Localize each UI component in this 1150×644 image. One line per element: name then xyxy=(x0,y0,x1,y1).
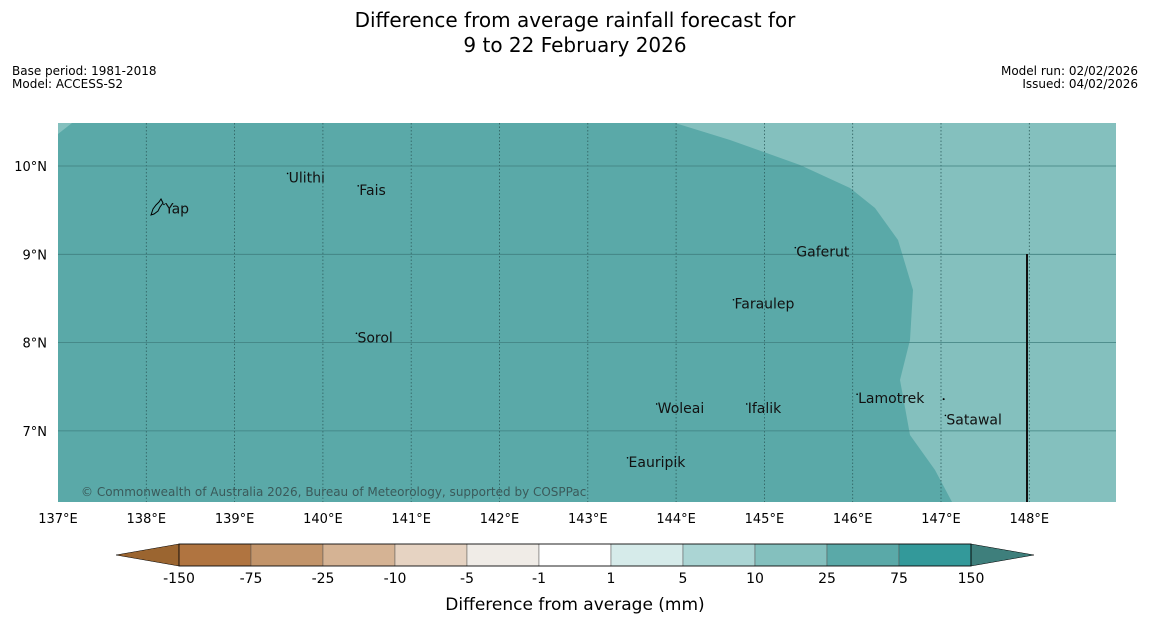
meta-right: Model run: 02/02/2026 Issued: 04/02/2026 xyxy=(1001,65,1138,91)
place-ifalik: Ifalik xyxy=(745,401,782,417)
map-title: Difference from average rainfall forecas… xyxy=(0,8,1150,58)
colorbar-label: -10 xyxy=(384,571,407,587)
rainfall-region-corner xyxy=(58,123,72,134)
colorbar-label: -5 xyxy=(460,571,474,587)
place-label: Satawal xyxy=(946,412,1001,428)
place-label: Eauripik xyxy=(629,455,687,471)
place-label: Ulithi xyxy=(289,170,325,186)
place-label: Faraulep xyxy=(734,297,794,313)
place-marker xyxy=(626,457,629,459)
colorbar-labels: -150 -75 -25 -10 -5 -1 1 5 10 25 75 150 xyxy=(163,571,984,587)
place-marker xyxy=(357,185,360,187)
colorbar-box xyxy=(898,543,972,567)
colorbar-label: 1 xyxy=(607,571,616,587)
model-run: Model run: 02/02/2026 xyxy=(1000,64,1138,78)
latitude-tick-labels: 10°N 9°N 8°N 7°N xyxy=(14,160,47,440)
colorbar-box xyxy=(754,543,828,567)
lat-tick-label: 10°N xyxy=(14,160,47,175)
colorbar-label: 150 xyxy=(958,571,985,587)
place-marker xyxy=(856,393,858,396)
place-yap: Yap xyxy=(163,201,189,217)
lon-tick-label: 146°E xyxy=(833,512,873,527)
place-marker xyxy=(286,172,289,175)
place-labels: Yap Ulithi Fais Gaferut Faraulep Sorol Lamotre… xyxy=(163,170,1002,471)
colorbar-box xyxy=(826,543,900,567)
colorbar-label: -150 xyxy=(163,571,195,587)
place-label: Gaferut xyxy=(796,245,850,261)
place-marker xyxy=(745,403,748,405)
lon-tick-label: 142°E xyxy=(480,512,520,527)
place-marker xyxy=(944,414,947,417)
place-marker xyxy=(794,246,797,249)
place-ulithi: Ulithi xyxy=(286,170,325,186)
place-fais: Fais xyxy=(357,183,386,199)
colorbar-label: -25 xyxy=(312,571,335,587)
colorbar-label: -75 xyxy=(240,571,263,587)
rainfall-region-25-75 xyxy=(675,123,1116,502)
colorbar-high-extension xyxy=(970,543,1035,567)
colorbar-label: 10 xyxy=(746,571,764,587)
lat-tick-label: 7°N xyxy=(23,425,48,440)
lon-tick-label: 138°E xyxy=(127,512,167,527)
colorbar-boxes xyxy=(178,543,972,567)
place-sorol: Sorol xyxy=(355,330,393,346)
colorbar: -150 -75 -25 -10 -5 -1 1 5 10 25 75 150 Difference … xyxy=(115,543,1035,615)
place-label: Ifalik xyxy=(748,401,782,417)
lon-tick-label: 137°E xyxy=(38,512,78,527)
colorbar-box xyxy=(682,543,756,567)
place-gaferut: Gaferut xyxy=(794,245,850,261)
place-label: Yap xyxy=(164,201,189,217)
place-marker xyxy=(732,298,735,301)
colorbar-box xyxy=(610,543,684,567)
place-eauripik: Eauripik xyxy=(626,455,687,471)
place-woleai: Woleai xyxy=(655,401,705,417)
meta-left: Base period: 1981-2018 Model: ACCESS-S2 xyxy=(12,65,157,91)
colorbar-box xyxy=(538,543,612,567)
lon-tick-label: 140°E xyxy=(303,512,343,527)
place-satawal: Satawal xyxy=(944,412,1002,428)
map-area: Yap Ulithi Fais Gaferut Faraulep Sorol Lamotre… xyxy=(58,123,1116,502)
gridlines xyxy=(58,123,1116,502)
colorbar-box xyxy=(250,543,324,567)
colorbar-label: 5 xyxy=(679,571,688,587)
place-faraulep: Faraulep xyxy=(732,297,795,313)
place-marker xyxy=(163,203,165,206)
lat-tick-label: 8°N xyxy=(23,337,48,352)
lon-tick-label: 147°E xyxy=(921,512,961,527)
lon-tick-label: 148°E xyxy=(1010,512,1050,527)
colorbar-box xyxy=(394,543,468,567)
place-marker xyxy=(655,403,658,405)
place-marker xyxy=(355,332,358,335)
lon-tick-label: 139°E xyxy=(215,512,255,527)
lon-tick-label: 141°E xyxy=(391,512,431,527)
colorbar-title: Difference from average (mm) xyxy=(445,595,704,615)
colorbar-low-extension xyxy=(115,543,180,567)
island-marker xyxy=(942,398,945,401)
yap-island-outline xyxy=(150,198,164,216)
place-lamotrek: Lamotrek xyxy=(856,391,925,407)
colorbar-label: 75 xyxy=(890,571,908,587)
title-line-1: Difference from average rainfall forecas… xyxy=(354,8,796,32)
colorbar-label: -1 xyxy=(532,571,546,587)
longitude-tick-labels: 137°E 138°E 139°E 140°E 141°E 142°E 143°E 144°E… xyxy=(38,512,1049,527)
lon-tick-label: 144°E xyxy=(656,512,696,527)
colorbar-label: 25 xyxy=(818,571,836,587)
model-name: Model: ACCESS-S2 xyxy=(12,77,124,91)
title-line-2: 9 to 22 February 2026 xyxy=(463,33,687,57)
colorbar-frame xyxy=(178,543,972,567)
colorbar-box xyxy=(178,543,252,567)
place-label: Sorol xyxy=(357,330,392,346)
place-label: Lamotrek xyxy=(858,391,925,407)
issued-date: Issued: 04/02/2026 xyxy=(1022,77,1138,91)
lon-tick-label: 143°E xyxy=(568,512,608,527)
copyright-text: © Commonwealth of Australia 2026, Bureau… xyxy=(81,485,586,499)
lat-tick-label: 9°N xyxy=(23,248,48,263)
place-label: Fais xyxy=(359,183,386,199)
colorbar-box xyxy=(322,543,396,567)
colorbar-box xyxy=(466,543,540,567)
place-label: Woleai xyxy=(658,401,705,417)
base-period: Base period: 1981-2018 xyxy=(12,64,157,78)
lon-tick-label: 145°E xyxy=(745,512,785,527)
